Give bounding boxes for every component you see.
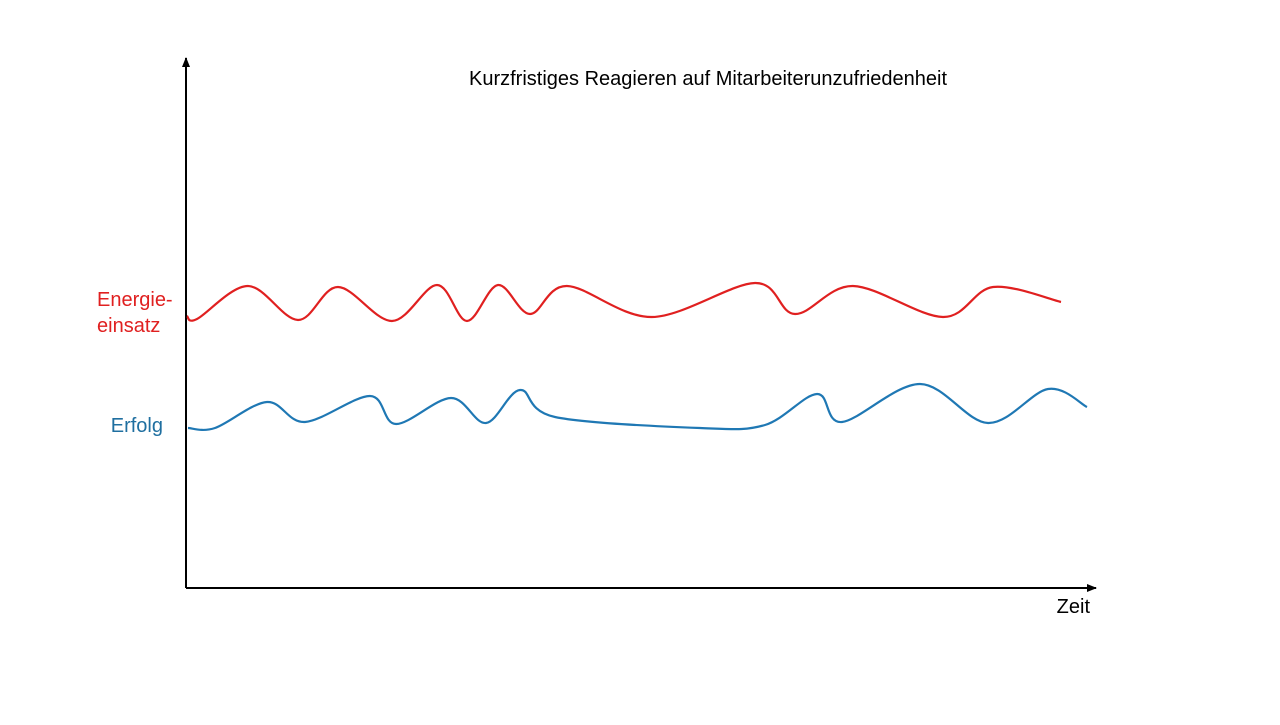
energy-label: Energie- <box>97 289 173 311</box>
success-label: Erfolg <box>111 415 163 437</box>
title: Kurzfristiges Reagieren auf Mitarbeiteru… <box>469 68 947 90</box>
x-label: Zeit <box>1057 596 1091 618</box>
success-curve <box>187 382 1088 432</box>
energy-label: einsatz <box>97 315 160 337</box>
energy-curve <box>186 281 1062 323</box>
